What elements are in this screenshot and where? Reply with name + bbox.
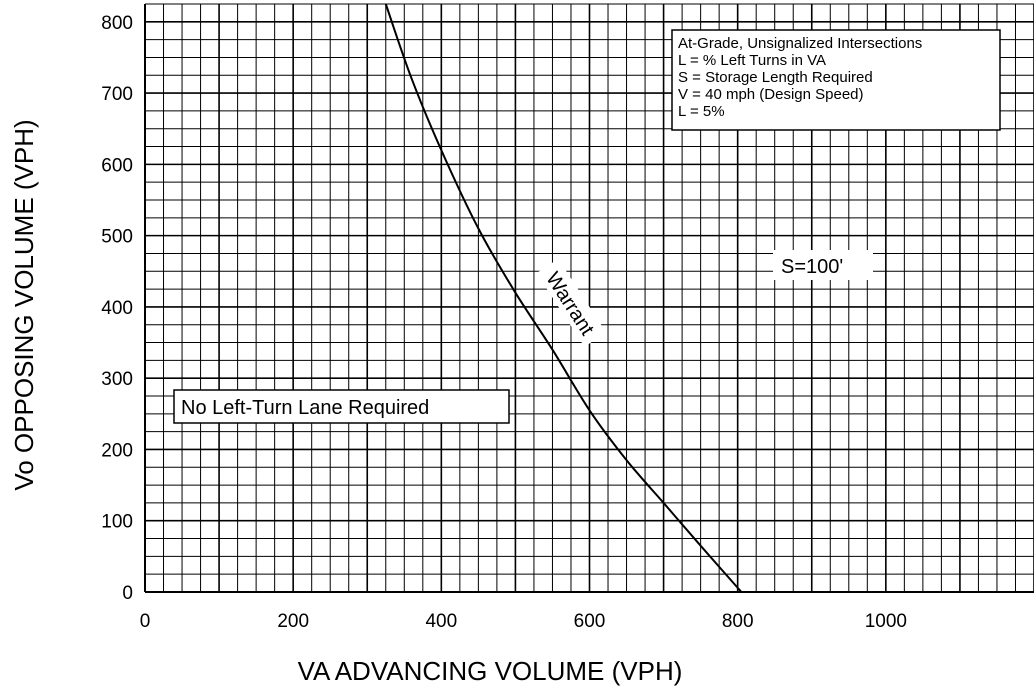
annotation-box — [173, 389, 510, 424]
x-tick-label: 1000 — [865, 611, 907, 632]
y-tick-label: 400 — [101, 298, 133, 319]
x-axis-title: VA ADVANCING VOLUME (VPH) — [298, 656, 683, 686]
legend-line: S = Storage Length Required — [678, 69, 873, 86]
y-tick-label: 700 — [101, 84, 133, 105]
series-label-background — [536, 258, 607, 347]
y-tick-label: 0 — [122, 583, 133, 604]
annotation-storage: S=100' — [773, 250, 873, 280]
grid — [144, 3, 1034, 593]
y-tick-label: 200 — [101, 440, 133, 461]
annotation-storage-label: S=100' — [781, 256, 843, 278]
series-line-warrant — [384, 3, 743, 593]
y-axis-title: Vo OPPOSING VOLUME (VPH) — [9, 119, 39, 490]
y-tick-label: 500 — [101, 227, 133, 248]
y-tick-label: 800 — [101, 13, 133, 34]
y-tick-label: 100 — [101, 512, 133, 533]
legend-line: L = % Left Turns in VA — [678, 52, 826, 69]
x-tick-label: 800 — [722, 611, 754, 632]
y-tick-label: 300 — [101, 369, 133, 390]
annotation-no-lane: No Left-Turn Lane Required — [173, 389, 510, 424]
x-tick-labels: 0 200 400 600 800 1000 — [140, 611, 907, 632]
legend-box — [671, 29, 1001, 131]
annotation-no-lane-label: No Left-Turn Lane Required — [181, 397, 429, 419]
legend: At-Grade, Unsignalized Intersections L =… — [671, 29, 1001, 131]
annotation-box — [773, 250, 873, 280]
x-tick-label: 600 — [574, 611, 606, 632]
y-tick-labels: 0 100 200 300 400 500 600 700 800 — [101, 13, 133, 604]
legend-line: L = 5% — [678, 103, 725, 120]
legend-line: At-Grade, Unsignalized Intersections — [678, 35, 922, 52]
x-tick-label: 200 — [277, 611, 309, 632]
y-tick-label: 600 — [101, 155, 133, 176]
x-tick-label: 400 — [425, 611, 457, 632]
legend-line: V = 40 mph (Design Speed) — [678, 86, 864, 103]
x-tick-label: 0 — [140, 611, 151, 632]
